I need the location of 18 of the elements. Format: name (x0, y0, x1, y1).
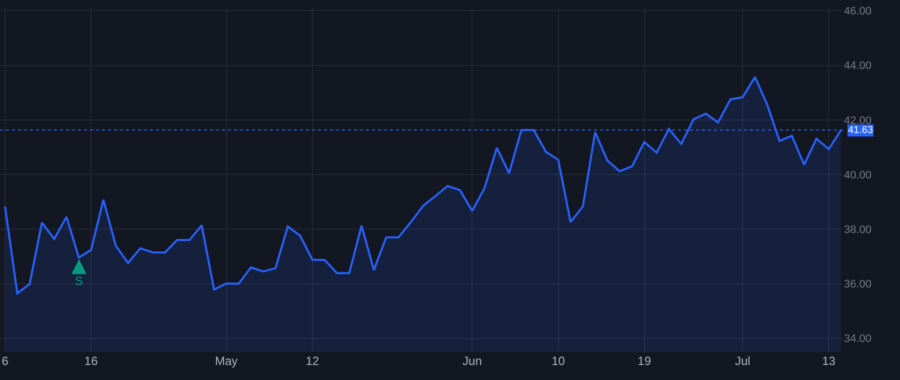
y-tick-label: 36.00 (844, 278, 872, 291)
x-tick-label: 16 (84, 354, 98, 368)
y-tick-label: 40.00 (844, 169, 872, 182)
annotation: S (75, 274, 84, 288)
y-tick-label: 46.00 (844, 6, 872, 18)
x-tick-label: Jul (735, 354, 750, 368)
y-tick-label: 44.00 (844, 60, 872, 72)
x-tick-label: 12 (306, 354, 320, 368)
x-tick-label: 19 (638, 354, 652, 368)
y-tick-label: 42.00 (844, 114, 872, 127)
y-tick-label: 34.00 (844, 333, 872, 346)
x-tick-label: 6 (2, 354, 9, 368)
y-tick-label: 38.00 (844, 224, 872, 236)
x-tick-label: 10 (552, 354, 566, 368)
x-tick-label: 13 (822, 354, 836, 368)
x-tick-label: May (214, 354, 238, 368)
ref-line-label: 41.63 (848, 125, 874, 136)
x-tick-label: Jun (462, 354, 482, 368)
